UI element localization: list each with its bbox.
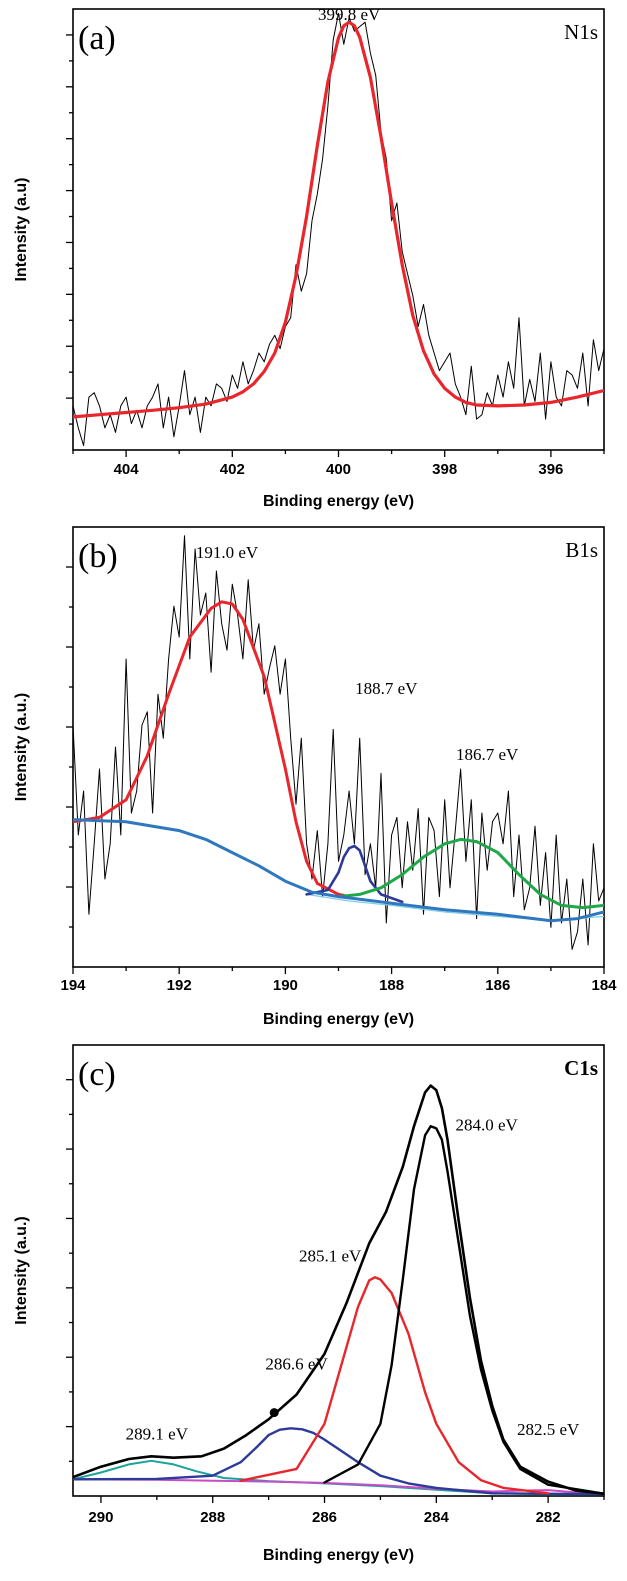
y-axis-label: Intensity (a.u) (13, 177, 30, 281)
series-group (73, 1084, 604, 1496)
peak-annotation: 284.0 eV (455, 1116, 518, 1135)
spectrum-label: C1s (564, 1056, 598, 1080)
x-tick-label: 192 (167, 977, 192, 994)
x-axis-label: Binding energy (eV) (263, 1011, 414, 1028)
panel-c: 290 288 286 284 282 284.0 eV 285.1 eV 286.6 eV 2… (13, 1044, 605, 1564)
panel-b: 194 192 190 188 186 184 191.0 eV 188.7 eV 186.7 … (13, 526, 617, 1028)
spectrum-label: B1s (565, 538, 598, 562)
peak-annotation: 186.7 eV (456, 745, 519, 764)
series-fit-3 (239, 1276, 550, 1495)
x-tick-label: 290 (88, 1509, 113, 1526)
series-envelope-5 (73, 1084, 604, 1495)
x-axis-label: Binding energy (eV) (263, 493, 414, 510)
panel-label: (b) (78, 538, 118, 575)
x-axis-label: Binding energy (eV) (263, 1547, 414, 1564)
x-tick-label: 396 (538, 461, 563, 478)
series-group (73, 12, 604, 447)
peak-annotation: 285.1 eV (299, 1246, 362, 1265)
series-baseline-5 (73, 818, 604, 923)
x-tick-label: 400 (326, 461, 351, 478)
x-tick-label: 194 (60, 977, 86, 994)
panel-label: (a) (78, 20, 116, 57)
x-tick-label: 186 (485, 977, 510, 994)
peak-annotation: 188.7 eV (355, 679, 418, 698)
x-tick-label: 286 (312, 1509, 337, 1526)
spectrum-label: N1s (564, 20, 598, 44)
y-axis-label: Intensity (a.u.) (13, 1216, 30, 1324)
peak-annotation: 282.5 eV (517, 1420, 580, 1439)
x-tick-label: 188 (379, 977, 404, 994)
panel-a: 404 402 400 398 396 399.8 eV (a) N1s Binding ene… (13, 5, 605, 510)
x-tick-label: 190 (273, 977, 298, 994)
series-raw-0 (73, 535, 604, 950)
x-tick-label: 288 (200, 1509, 225, 1526)
series-group (73, 535, 604, 950)
series-fit-3 (305, 844, 404, 904)
series-fit-2 (73, 1427, 604, 1496)
x-tick-label: 284 (424, 1509, 450, 1526)
x-tick-label: 398 (432, 461, 457, 478)
x-tick-label: 404 (114, 461, 140, 478)
series-baseline-0 (73, 1459, 604, 1496)
plot-frame (72, 526, 605, 968)
y-axis-label: Intensity (a.u.) (13, 693, 30, 801)
series-fit-1 (73, 20, 604, 419)
data-marker (269, 1408, 279, 1418)
series-baseline-1 (73, 1478, 604, 1495)
plot-frame (72, 1044, 605, 1497)
panel-label: (c) (78, 1056, 116, 1093)
x-tick-label: 184 (591, 977, 617, 994)
series-fit-2 (73, 600, 351, 899)
peak-annotation: 286.6 eV (265, 1355, 328, 1374)
series-raw-0 (73, 12, 604, 447)
x-tick-label: 402 (220, 461, 245, 478)
peak-annotation: 399.8 eV (318, 5, 381, 24)
peak-annotation: 191.0 eV (196, 543, 259, 562)
plot-frame (72, 8, 605, 451)
peak-annotation: 289.1 eV (126, 1425, 189, 1444)
series-fit-4 (337, 837, 604, 910)
x-tick-label: 282 (536, 1509, 561, 1526)
